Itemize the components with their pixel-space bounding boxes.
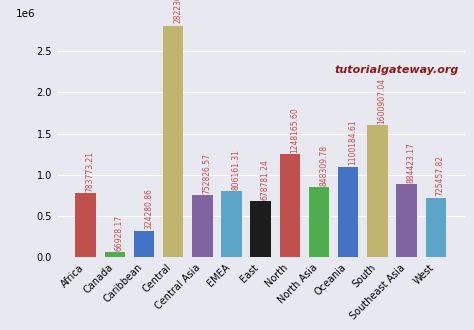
Bar bbox=[250, 201, 271, 257]
Bar bbox=[221, 191, 242, 257]
Text: 884423.17: 884423.17 bbox=[407, 142, 416, 183]
Text: 806161.31: 806161.31 bbox=[231, 149, 240, 190]
Bar bbox=[134, 231, 154, 257]
Text: 1100184.61: 1100184.61 bbox=[348, 120, 357, 165]
Text: 752826.57: 752826.57 bbox=[202, 153, 211, 194]
Bar bbox=[309, 187, 329, 257]
Text: tutorialgateway.org: tutorialgateway.org bbox=[334, 65, 458, 75]
Text: 1248165.60: 1248165.60 bbox=[290, 108, 299, 153]
Bar bbox=[396, 184, 417, 257]
Text: 848309.78: 848309.78 bbox=[319, 145, 328, 186]
Bar bbox=[367, 125, 388, 257]
Text: 66928.17: 66928.17 bbox=[115, 214, 124, 251]
Bar bbox=[426, 198, 446, 257]
Text: 725457.82: 725457.82 bbox=[436, 155, 445, 196]
Bar bbox=[105, 252, 125, 257]
Bar bbox=[75, 193, 96, 257]
Text: 324280.86: 324280.86 bbox=[144, 188, 153, 229]
Bar bbox=[192, 195, 212, 257]
Text: 1600907.04: 1600907.04 bbox=[377, 78, 386, 124]
Text: 1e6: 1e6 bbox=[16, 10, 36, 19]
Bar bbox=[280, 154, 300, 257]
Text: 783773.21: 783773.21 bbox=[86, 150, 95, 191]
Bar bbox=[163, 24, 183, 257]
Text: 2822302.52: 2822302.52 bbox=[173, 0, 182, 23]
Bar bbox=[338, 167, 358, 257]
Text: 678781.24: 678781.24 bbox=[261, 159, 270, 200]
